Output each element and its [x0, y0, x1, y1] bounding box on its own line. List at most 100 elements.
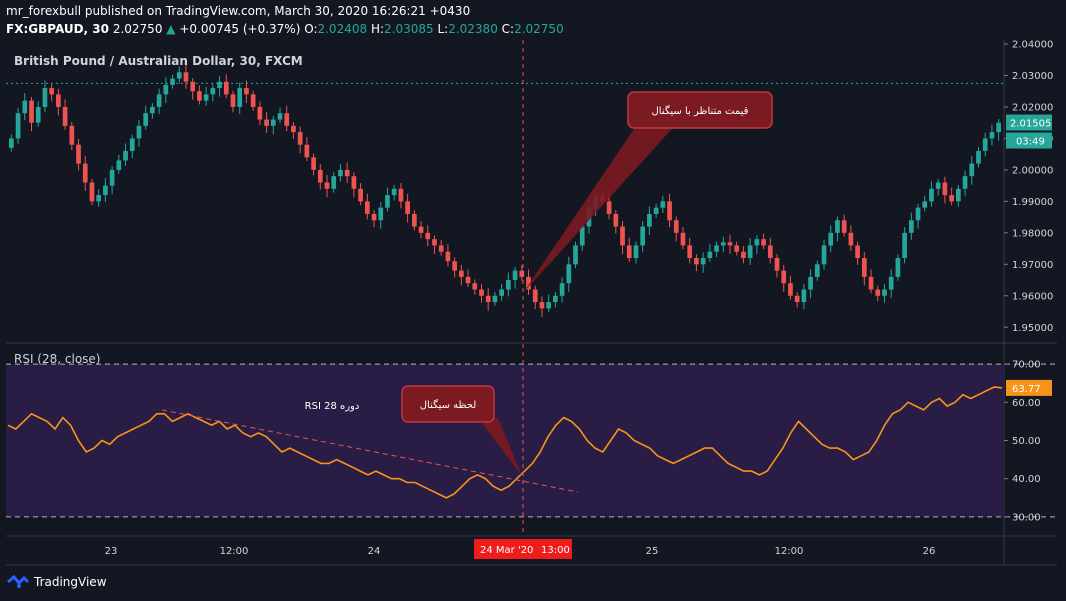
instrument-title: British Pound / Australian Dollar, 30, F… — [14, 54, 303, 68]
candle-body — [203, 94, 209, 101]
candle-body — [244, 88, 249, 95]
candle-body — [788, 283, 793, 296]
candle-body — [479, 289, 484, 296]
price-tick-label: 1.96000 — [1012, 291, 1053, 302]
candle-body — [317, 169, 323, 183]
open-label: O: — [304, 22, 318, 36]
signal-callout-text: لحظه سیگنال — [420, 399, 477, 411]
price-tick-label: 2.02000 — [1012, 102, 1053, 113]
candle-body — [929, 188, 934, 202]
price-callout-pointer — [523, 120, 680, 293]
candle-body — [976, 151, 981, 164]
tradingview-logo[interactable]: TradingView — [6, 574, 107, 590]
up-arrow-icon: ▲ — [166, 22, 176, 36]
candle-body — [324, 182, 330, 189]
candle-body — [398, 188, 404, 202]
candle-body — [277, 113, 283, 120]
candle-body — [720, 242, 726, 246]
candle-body — [143, 113, 149, 126]
price-tick-label: 1.99000 — [1012, 197, 1053, 208]
candle-body — [532, 289, 538, 303]
candle-body — [949, 195, 954, 202]
candle-body — [391, 188, 397, 196]
candle-body — [539, 302, 545, 309]
candle-body — [875, 289, 881, 296]
candle-body — [969, 163, 975, 177]
time-tick-label: 26 — [923, 546, 936, 557]
candle-body — [385, 195, 390, 208]
candle-body — [472, 283, 478, 290]
rsi-tick-label: 60.00 — [1012, 398, 1041, 409]
candle-body — [338, 169, 343, 177]
candle-body — [821, 245, 827, 265]
candle-body — [425, 232, 431, 240]
candle-body — [237, 88, 243, 107]
candle-body — [546, 302, 552, 309]
candle-body — [190, 81, 196, 92]
rsi-tick-label: 40.00 — [1012, 474, 1041, 485]
time-tick-label: 24 — [368, 546, 381, 557]
candle-body — [371, 213, 377, 221]
candle-body — [620, 226, 625, 246]
candle-body — [230, 94, 236, 107]
candle-body — [915, 207, 921, 221]
candle-body — [331, 176, 337, 189]
high-label: H: — [370, 22, 385, 36]
candle-body — [452, 261, 457, 271]
candle-body — [626, 245, 632, 259]
time-cursor-date: 24 Mar '20 — [480, 545, 533, 556]
candle-body — [553, 295, 558, 303]
candle-body — [445, 251, 451, 262]
signal-callout-box — [401, 385, 495, 423]
time-cursor-time: 13:00 — [541, 545, 570, 556]
candle-body — [304, 144, 310, 158]
candle-body — [176, 72, 182, 79]
rsi-period-text: RSI 28 دوره — [305, 401, 360, 412]
price-badge — [1006, 114, 1052, 131]
candle-body — [150, 106, 155, 114]
rsi-divergence-trendline — [161, 409, 579, 493]
candle-body — [485, 295, 491, 303]
price-tick-label: 2.03000 — [1012, 71, 1053, 82]
candle-body — [270, 119, 276, 126]
price-callout-text: قیمت متناظر با سیگنال — [652, 105, 749, 117]
candle-body — [882, 289, 887, 296]
candle-body — [707, 251, 713, 259]
candle-body — [734, 245, 740, 252]
candle-body — [848, 232, 854, 246]
candle-body — [606, 201, 612, 214]
candle-body — [123, 151, 128, 161]
rsi-value-badge — [1006, 379, 1052, 396]
candle-body — [680, 232, 686, 246]
rsi-line — [7, 386, 1003, 499]
candle-body — [291, 125, 296, 133]
rsi-title: RSI (28, close) — [14, 352, 101, 366]
candle-body — [344, 169, 350, 177]
candle-body — [781, 270, 787, 284]
candle-body — [754, 239, 760, 246]
candle-body — [506, 280, 511, 290]
candle-body — [982, 138, 988, 152]
price-tick-label: 2.04000 — [1012, 40, 1053, 51]
candle-body — [465, 276, 471, 284]
time-cursor-badge — [474, 539, 572, 559]
symbol-label: FX:GBPAUD, 30 — [6, 22, 109, 36]
candle-body — [9, 138, 14, 148]
candle-body — [378, 207, 384, 221]
candle-body — [183, 72, 189, 82]
candle-body — [250, 94, 256, 107]
candle-body — [15, 113, 21, 139]
close-value: 2.02750 — [514, 22, 564, 36]
candle-body — [653, 207, 659, 214]
candle-body — [109, 169, 115, 186]
rsi-tick-label: 30.00 — [1012, 512, 1041, 523]
candle-body — [223, 81, 229, 95]
candle-body — [700, 258, 706, 265]
rsi-tick-label: 50.00 — [1012, 436, 1041, 447]
candle-body — [217, 81, 222, 89]
candle-body — [841, 220, 847, 233]
candle-body — [922, 201, 928, 208]
candle-body — [499, 289, 504, 296]
timer-badge — [1006, 132, 1052, 149]
